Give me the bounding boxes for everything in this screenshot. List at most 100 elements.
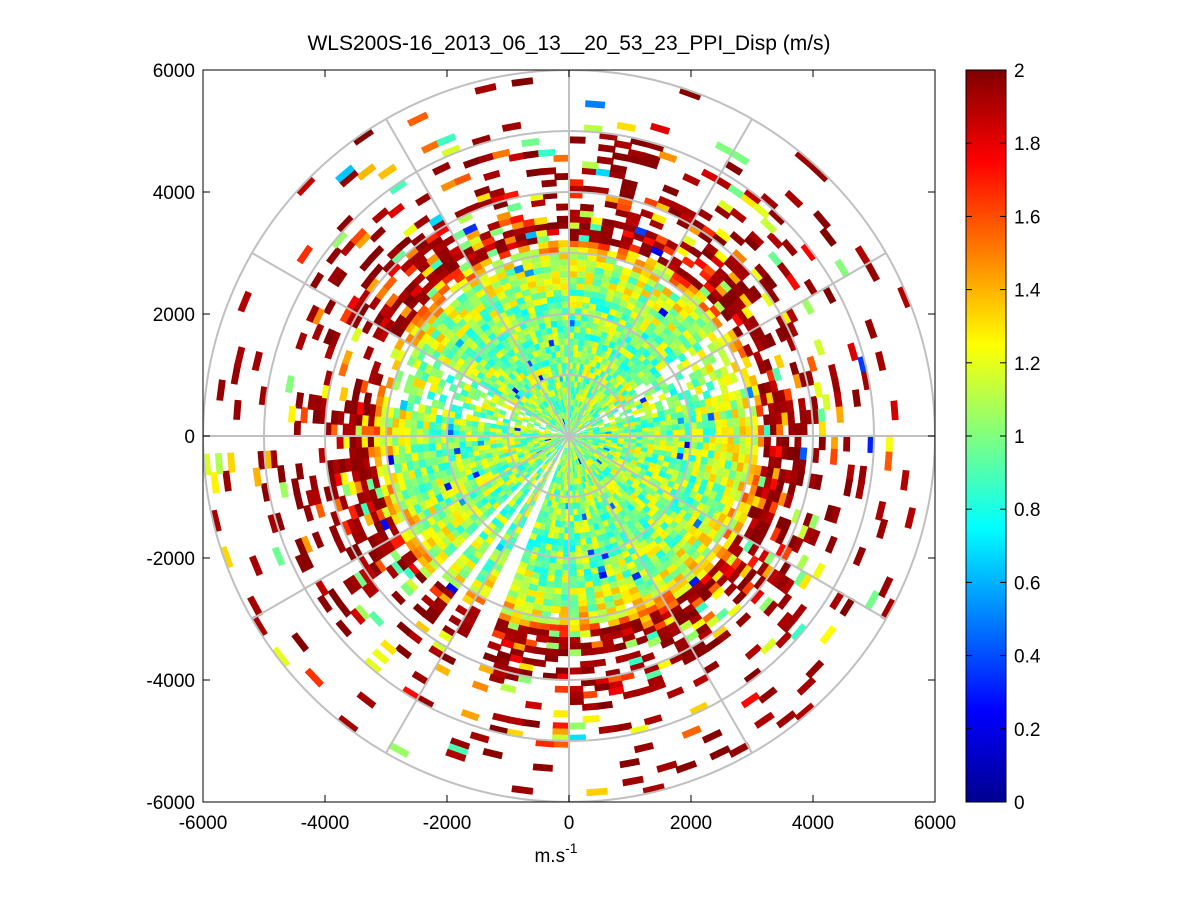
ppi-data-cell	[562, 417, 566, 425]
ppi-data-cell	[488, 187, 506, 199]
ppi-data-cell	[538, 426, 546, 430]
ppi-data-cell	[249, 555, 263, 577]
ppi-data-cell	[572, 514, 579, 522]
ppi-data-cell	[599, 430, 607, 433]
ppi-data-cell	[455, 625, 470, 639]
ppi-data-cell	[622, 689, 640, 700]
ppi-data-cell	[568, 343, 575, 351]
ppi-data-cell	[597, 466, 605, 473]
ppi-data-cell	[460, 457, 469, 465]
ppi-data-cell	[330, 422, 338, 437]
ppi-data-cell	[583, 481, 590, 489]
ppi-data-cell	[551, 593, 562, 602]
ppi-data-cell	[539, 296, 549, 305]
ppi-data-cell	[742, 343, 754, 358]
ppi-data-cell	[502, 418, 511, 424]
ppi-data-cell	[498, 217, 513, 228]
ppi-data-cell	[762, 499, 773, 514]
ppi-data-cell	[397, 417, 406, 428]
ppi-data-cell	[554, 344, 561, 352]
ppi-data-cell	[474, 535, 485, 546]
ppi-data-cell	[568, 667, 583, 675]
ppi-data-cell	[367, 414, 375, 427]
ppi-data-cell	[568, 136, 586, 144]
ppi-data-cell	[489, 423, 497, 429]
ppi-data-cell	[449, 737, 471, 751]
ppi-data-cell	[546, 636, 560, 644]
ppi-data-cell	[250, 614, 268, 637]
ppi-data-cell	[527, 422, 535, 427]
ppi-data-cell	[483, 444, 491, 450]
ppi-data-cell	[557, 331, 565, 339]
ppi-data-cell	[391, 416, 400, 428]
ppi-data-cell	[552, 283, 562, 291]
ppi-data-cell	[433, 596, 448, 610]
ppi-data-cell	[535, 397, 543, 405]
ppi-data-cell	[278, 479, 289, 498]
ppi-data-cell	[568, 258, 579, 266]
ppi-data-cell	[707, 450, 716, 460]
ppi-data-cell	[544, 654, 559, 663]
ppi-data-cell	[546, 228, 560, 236]
ppi-data-cell	[591, 579, 602, 588]
ppi-data-cell	[355, 412, 363, 426]
ppi-data-cell	[561, 418, 565, 425]
ppi-data-cell	[531, 658, 547, 668]
ppi-data-cell	[728, 271, 743, 286]
ppi-data-cell	[721, 435, 729, 445]
ppi-data-cell	[462, 156, 482, 169]
ppi-data-cell	[483, 426, 491, 433]
ppi-data-cell	[382, 493, 393, 507]
ppi-data-cell	[466, 201, 483, 214]
ppi-data-cell	[813, 474, 823, 491]
ppi-data-cell	[582, 469, 587, 477]
ppi-data-cell	[314, 501, 326, 519]
ppi-data-cell	[574, 545, 582, 553]
ppi-data-cell	[462, 549, 474, 561]
ppi-data-cell	[577, 406, 582, 414]
ppi-data-cell	[576, 420, 581, 427]
ppi-data-cell	[629, 662, 646, 673]
ppi-data-cell	[533, 445, 541, 450]
ppi-data-cell	[388, 548, 402, 563]
ppi-data-cell	[502, 600, 515, 611]
ppi-data-cell	[415, 427, 423, 437]
ppi-data-cell	[852, 546, 867, 567]
ppi-data-cell	[800, 242, 817, 262]
ppi-data-cell	[520, 460, 529, 467]
ppi-data-cell	[564, 460, 567, 468]
ppi-data-cell	[771, 367, 782, 382]
ppi-data-cell	[557, 445, 562, 452]
ppi-data-cell	[607, 451, 616, 457]
ppi-data-cell	[589, 567, 599, 576]
ppi-data-cell	[606, 400, 615, 408]
ppi-data-cell	[568, 557, 577, 565]
ppi-data-cell	[578, 424, 585, 430]
ppi-data-cell	[355, 401, 365, 415]
ppi-data-cell	[540, 302, 550, 311]
ppi-data-cell	[633, 742, 654, 754]
ppi-data-cell	[585, 453, 592, 460]
ppi-data-cell	[540, 259, 552, 268]
ppi-data-cell	[501, 463, 510, 470]
ppi-data-cell	[423, 363, 434, 375]
ppi-data-cell	[339, 169, 359, 188]
ppi-data-cell	[554, 444, 561, 450]
ppi-data-cell	[579, 215, 593, 224]
ppi-data-cell	[671, 446, 679, 454]
ppi-data-cell	[677, 447, 685, 455]
ppi-data-cell	[498, 249, 512, 260]
ppi-data-cell	[545, 442, 553, 447]
ppi-data-cell	[551, 326, 559, 334]
ppi-data-cell	[561, 453, 565, 461]
ppi-data-cell	[582, 519, 589, 528]
ppi-data-cell	[551, 401, 557, 409]
ppi-data-cell	[773, 457, 783, 471]
y-tick-label: -4000	[146, 671, 195, 692]
ppi-data-cell	[402, 496, 414, 509]
ppi-data-cell	[702, 420, 710, 430]
ppi-data-cell	[483, 439, 491, 446]
ppi-data-cell	[731, 249, 747, 265]
ppi-data-cell	[577, 599, 588, 608]
ppi-data-cell	[307, 393, 317, 411]
